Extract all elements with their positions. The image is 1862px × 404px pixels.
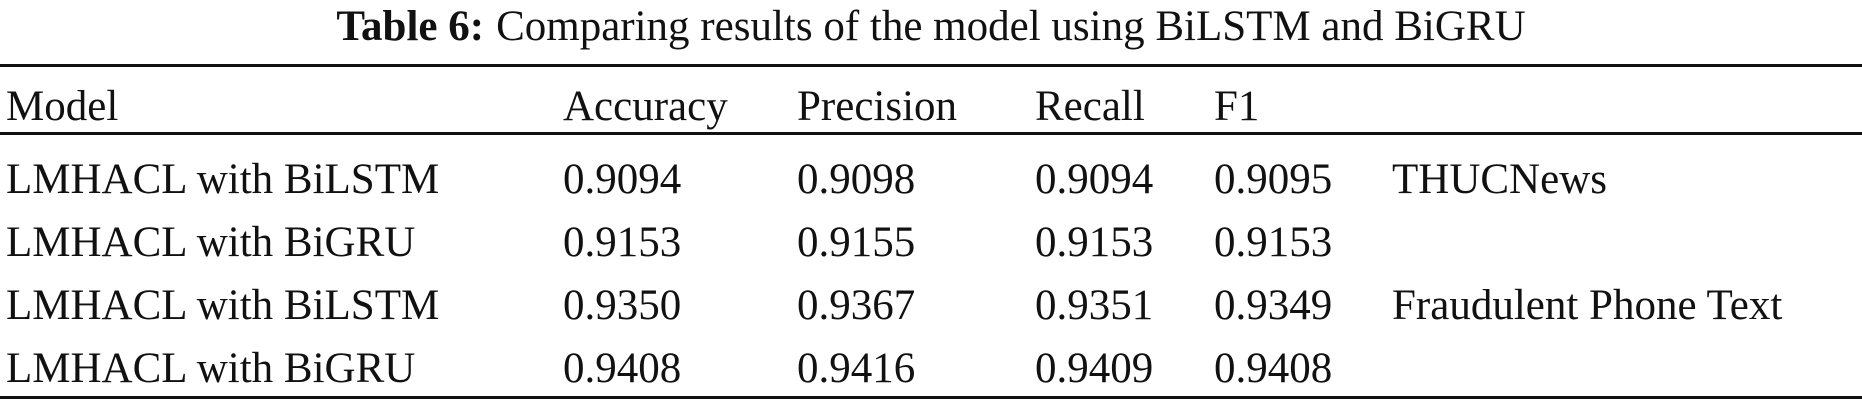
- header-cell: Recall: [1035, 83, 1145, 130]
- metric-cell: 0.9351: [1035, 282, 1154, 329]
- dataset-cell: THUCNews: [1392, 156, 1607, 203]
- header-cell: F1: [1214, 83, 1260, 130]
- metric-cell: 0.9153: [563, 219, 682, 266]
- metric-cell: 0.9094: [563, 156, 682, 203]
- header-cell: Model: [6, 83, 119, 130]
- metric-cell: 0.9153: [1035, 219, 1154, 266]
- mid-rule: [0, 132, 1862, 135]
- metric-cell: 0.9350: [563, 282, 682, 329]
- model-cell: LMHACL with BiGRU: [6, 219, 416, 266]
- metric-cell: 0.9409: [1035, 345, 1154, 392]
- table-caption: Table 6: Comparing results of the model u…: [0, 4, 1862, 50]
- metric-cell: 0.9408: [563, 345, 682, 392]
- metric-cell: 0.9416: [797, 345, 916, 392]
- metric-cell: 0.9098: [797, 156, 916, 203]
- metric-cell: 0.9408: [1214, 345, 1333, 392]
- metric-cell: 0.9095: [1214, 156, 1333, 203]
- header-cell: Accuracy: [563, 83, 728, 130]
- metric-cell: 0.9153: [1214, 219, 1333, 266]
- caption-text: Comparing results of the model using BiL…: [496, 3, 1526, 50]
- dataset-cell: Fraudulent Phone Text: [1392, 282, 1783, 329]
- model-cell: LMHACL with BiLSTM: [6, 282, 440, 329]
- metric-cell: 0.9094: [1035, 156, 1154, 203]
- metric-cell: 0.9349: [1214, 282, 1333, 329]
- metric-cell: 0.9367: [797, 282, 916, 329]
- bottom-rule: [0, 396, 1862, 399]
- header-cell: Precision: [797, 83, 958, 130]
- caption-label: Table 6:: [336, 3, 485, 50]
- top-rule: [0, 64, 1862, 67]
- metric-cell: 0.9155: [797, 219, 916, 266]
- model-cell: LMHACL with BiLSTM: [6, 156, 440, 203]
- model-cell: LMHACL with BiGRU: [6, 345, 416, 392]
